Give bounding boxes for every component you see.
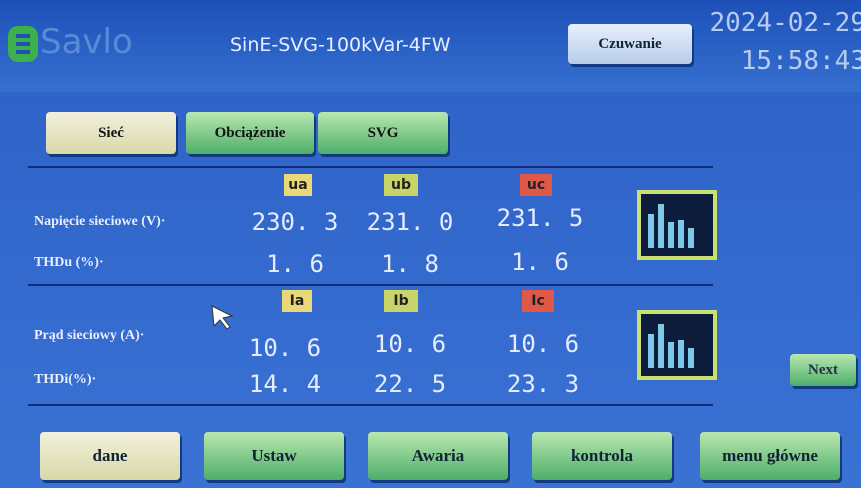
value: 230. 3: [240, 208, 350, 236]
screen: Savlo SinE-SVG-100kVar-4FW Czuwanie 2024…: [0, 0, 861, 488]
value: 23. 3: [488, 370, 598, 398]
time: 15:58:43: [696, 42, 861, 80]
divider: [28, 166, 713, 168]
column-label: uc: [520, 174, 552, 196]
value: 231. 5: [485, 204, 595, 232]
model: SinE-SVG-100kVar-4FW: [230, 34, 451, 56]
column-label: Ib: [384, 290, 418, 312]
divider: [28, 404, 713, 406]
row-label: Napięcie sieciowe (V)·: [34, 214, 165, 230]
column-label: ub: [384, 174, 418, 196]
value: 22. 5: [355, 370, 465, 398]
row-label: THDu (%)·: [34, 255, 104, 271]
row-label: Prąd sieciowy (A)·: [34, 328, 144, 344]
date: 2024-02-29: [696, 4, 861, 42]
nav-button[interactable]: Awaria: [368, 432, 508, 480]
next-button[interactable]: Next: [790, 354, 856, 386]
nav-button[interactable]: kontrola: [532, 432, 672, 480]
nav-button[interactable]: menu główne: [700, 432, 840, 480]
tab[interactable]: SVG: [318, 112, 448, 154]
value: 10. 6: [230, 334, 340, 362]
column-label: Ia: [282, 290, 312, 312]
value: 231. 0: [355, 208, 465, 236]
value: 1. 6: [485, 248, 595, 276]
logo-icon: [6, 24, 40, 64]
chart-button[interactable]: [637, 190, 717, 260]
value: 10. 6: [488, 330, 598, 358]
value: 1. 6: [240, 250, 350, 278]
tab[interactable]: Sieć: [46, 112, 176, 154]
logo: Savlo: [40, 22, 133, 62]
divider: [28, 284, 713, 286]
value: 1. 8: [355, 250, 465, 278]
column-label: ua: [284, 174, 312, 196]
tab[interactable]: Obciążenie: [186, 112, 314, 154]
value: 10. 6: [355, 330, 465, 358]
value: 14. 4: [230, 370, 340, 398]
nav-button[interactable]: Ustaw: [204, 432, 344, 480]
chart-button[interactable]: [637, 310, 717, 380]
nav-button[interactable]: dane: [40, 432, 180, 480]
status-button[interactable]: Czuwanie: [568, 24, 692, 64]
column-label: Ic: [522, 290, 554, 312]
cursor: [210, 304, 236, 330]
row-label: THDi(%)·: [34, 372, 96, 388]
